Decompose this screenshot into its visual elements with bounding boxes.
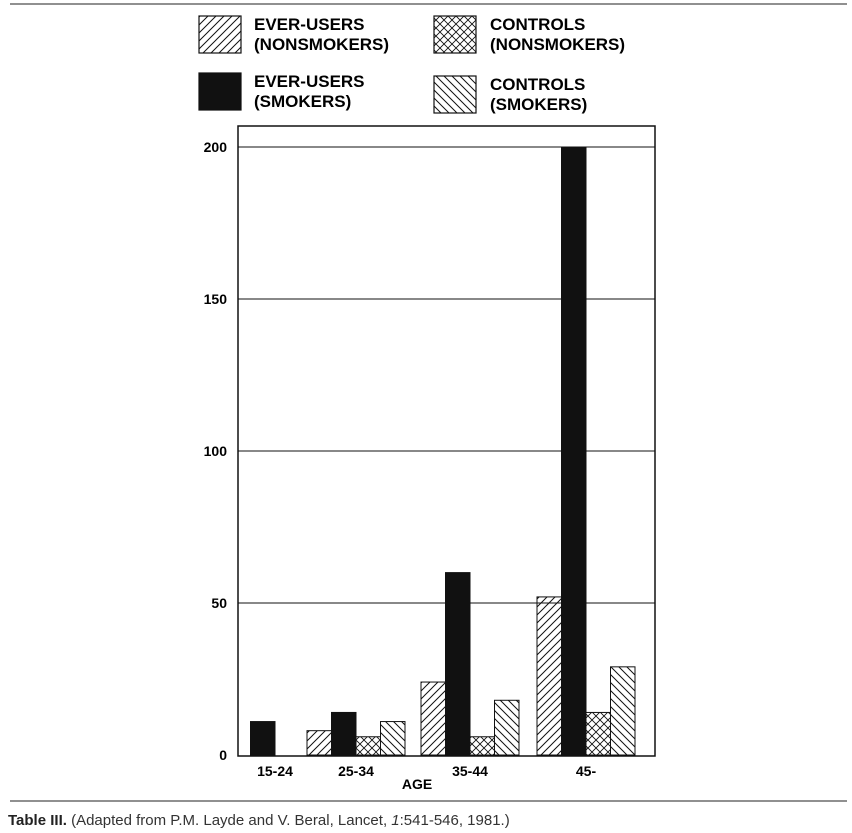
legend-swatch bbox=[433, 75, 477, 114]
bar bbox=[331, 711, 357, 756]
y-tick-label: 150 bbox=[204, 291, 228, 307]
legend-label: EVER-USERS bbox=[254, 72, 365, 91]
y-tick-label: 100 bbox=[204, 443, 228, 459]
legend-label: EVER-USERS bbox=[254, 15, 365, 34]
y-tick-label: 200 bbox=[204, 139, 228, 155]
caption-text-before: (Adapted from P.M. Layde and V. Beral, L… bbox=[71, 812, 392, 829]
legend-label: (NONSMOKERS) bbox=[490, 35, 625, 54]
bar bbox=[585, 711, 611, 756]
caption-volume: 1 bbox=[391, 812, 400, 829]
x-tick-label: 25-34 bbox=[338, 763, 374, 779]
legend: EVER-USERS(NONSMOKERS)EVER-USERS(SMOKERS… bbox=[198, 15, 625, 114]
bar bbox=[420, 681, 446, 756]
y-tick-labels: 0 50 100 150 200 bbox=[204, 139, 228, 763]
legend-label: (SMOKERS) bbox=[254, 92, 351, 111]
bar bbox=[494, 699, 520, 756]
grid-lines bbox=[238, 146, 655, 604]
bar bbox=[610, 666, 636, 756]
bars bbox=[250, 146, 636, 756]
bar bbox=[536, 596, 562, 756]
bar bbox=[445, 572, 471, 756]
caption-text-after: :541-546, 1981.) bbox=[399, 812, 510, 829]
legend-label: CONTROLS bbox=[490, 75, 585, 94]
legend-label: (NONSMOKERS) bbox=[254, 35, 389, 54]
bar bbox=[355, 736, 381, 756]
legend-swatch bbox=[198, 15, 242, 54]
y-tick-label: 50 bbox=[211, 595, 227, 611]
bar bbox=[306, 730, 332, 756]
x-tick-label: 15-24 bbox=[257, 763, 293, 779]
x-tick-label: 35-44 bbox=[452, 763, 488, 779]
x-tick-label: 45- bbox=[576, 763, 597, 779]
legend-swatch bbox=[433, 15, 477, 54]
legend-label: (SMOKERS) bbox=[490, 95, 587, 114]
x-axis-label: AGE bbox=[402, 776, 432, 792]
plot-frame bbox=[237, 125, 656, 757]
bar bbox=[380, 721, 406, 756]
bar bbox=[561, 146, 587, 756]
caption-label: Table III. bbox=[8, 812, 67, 829]
y-tick-label: 0 bbox=[219, 747, 227, 763]
bar bbox=[250, 721, 276, 756]
x-tick-labels: 15-24 25-34 35-44 45- bbox=[257, 763, 596, 779]
bar bbox=[469, 736, 495, 756]
legend-swatch bbox=[198, 72, 242, 111]
legend-label: CONTROLS bbox=[490, 15, 585, 34]
figure-caption: Table III. (Adapted from P.M. Layde and … bbox=[8, 812, 510, 829]
